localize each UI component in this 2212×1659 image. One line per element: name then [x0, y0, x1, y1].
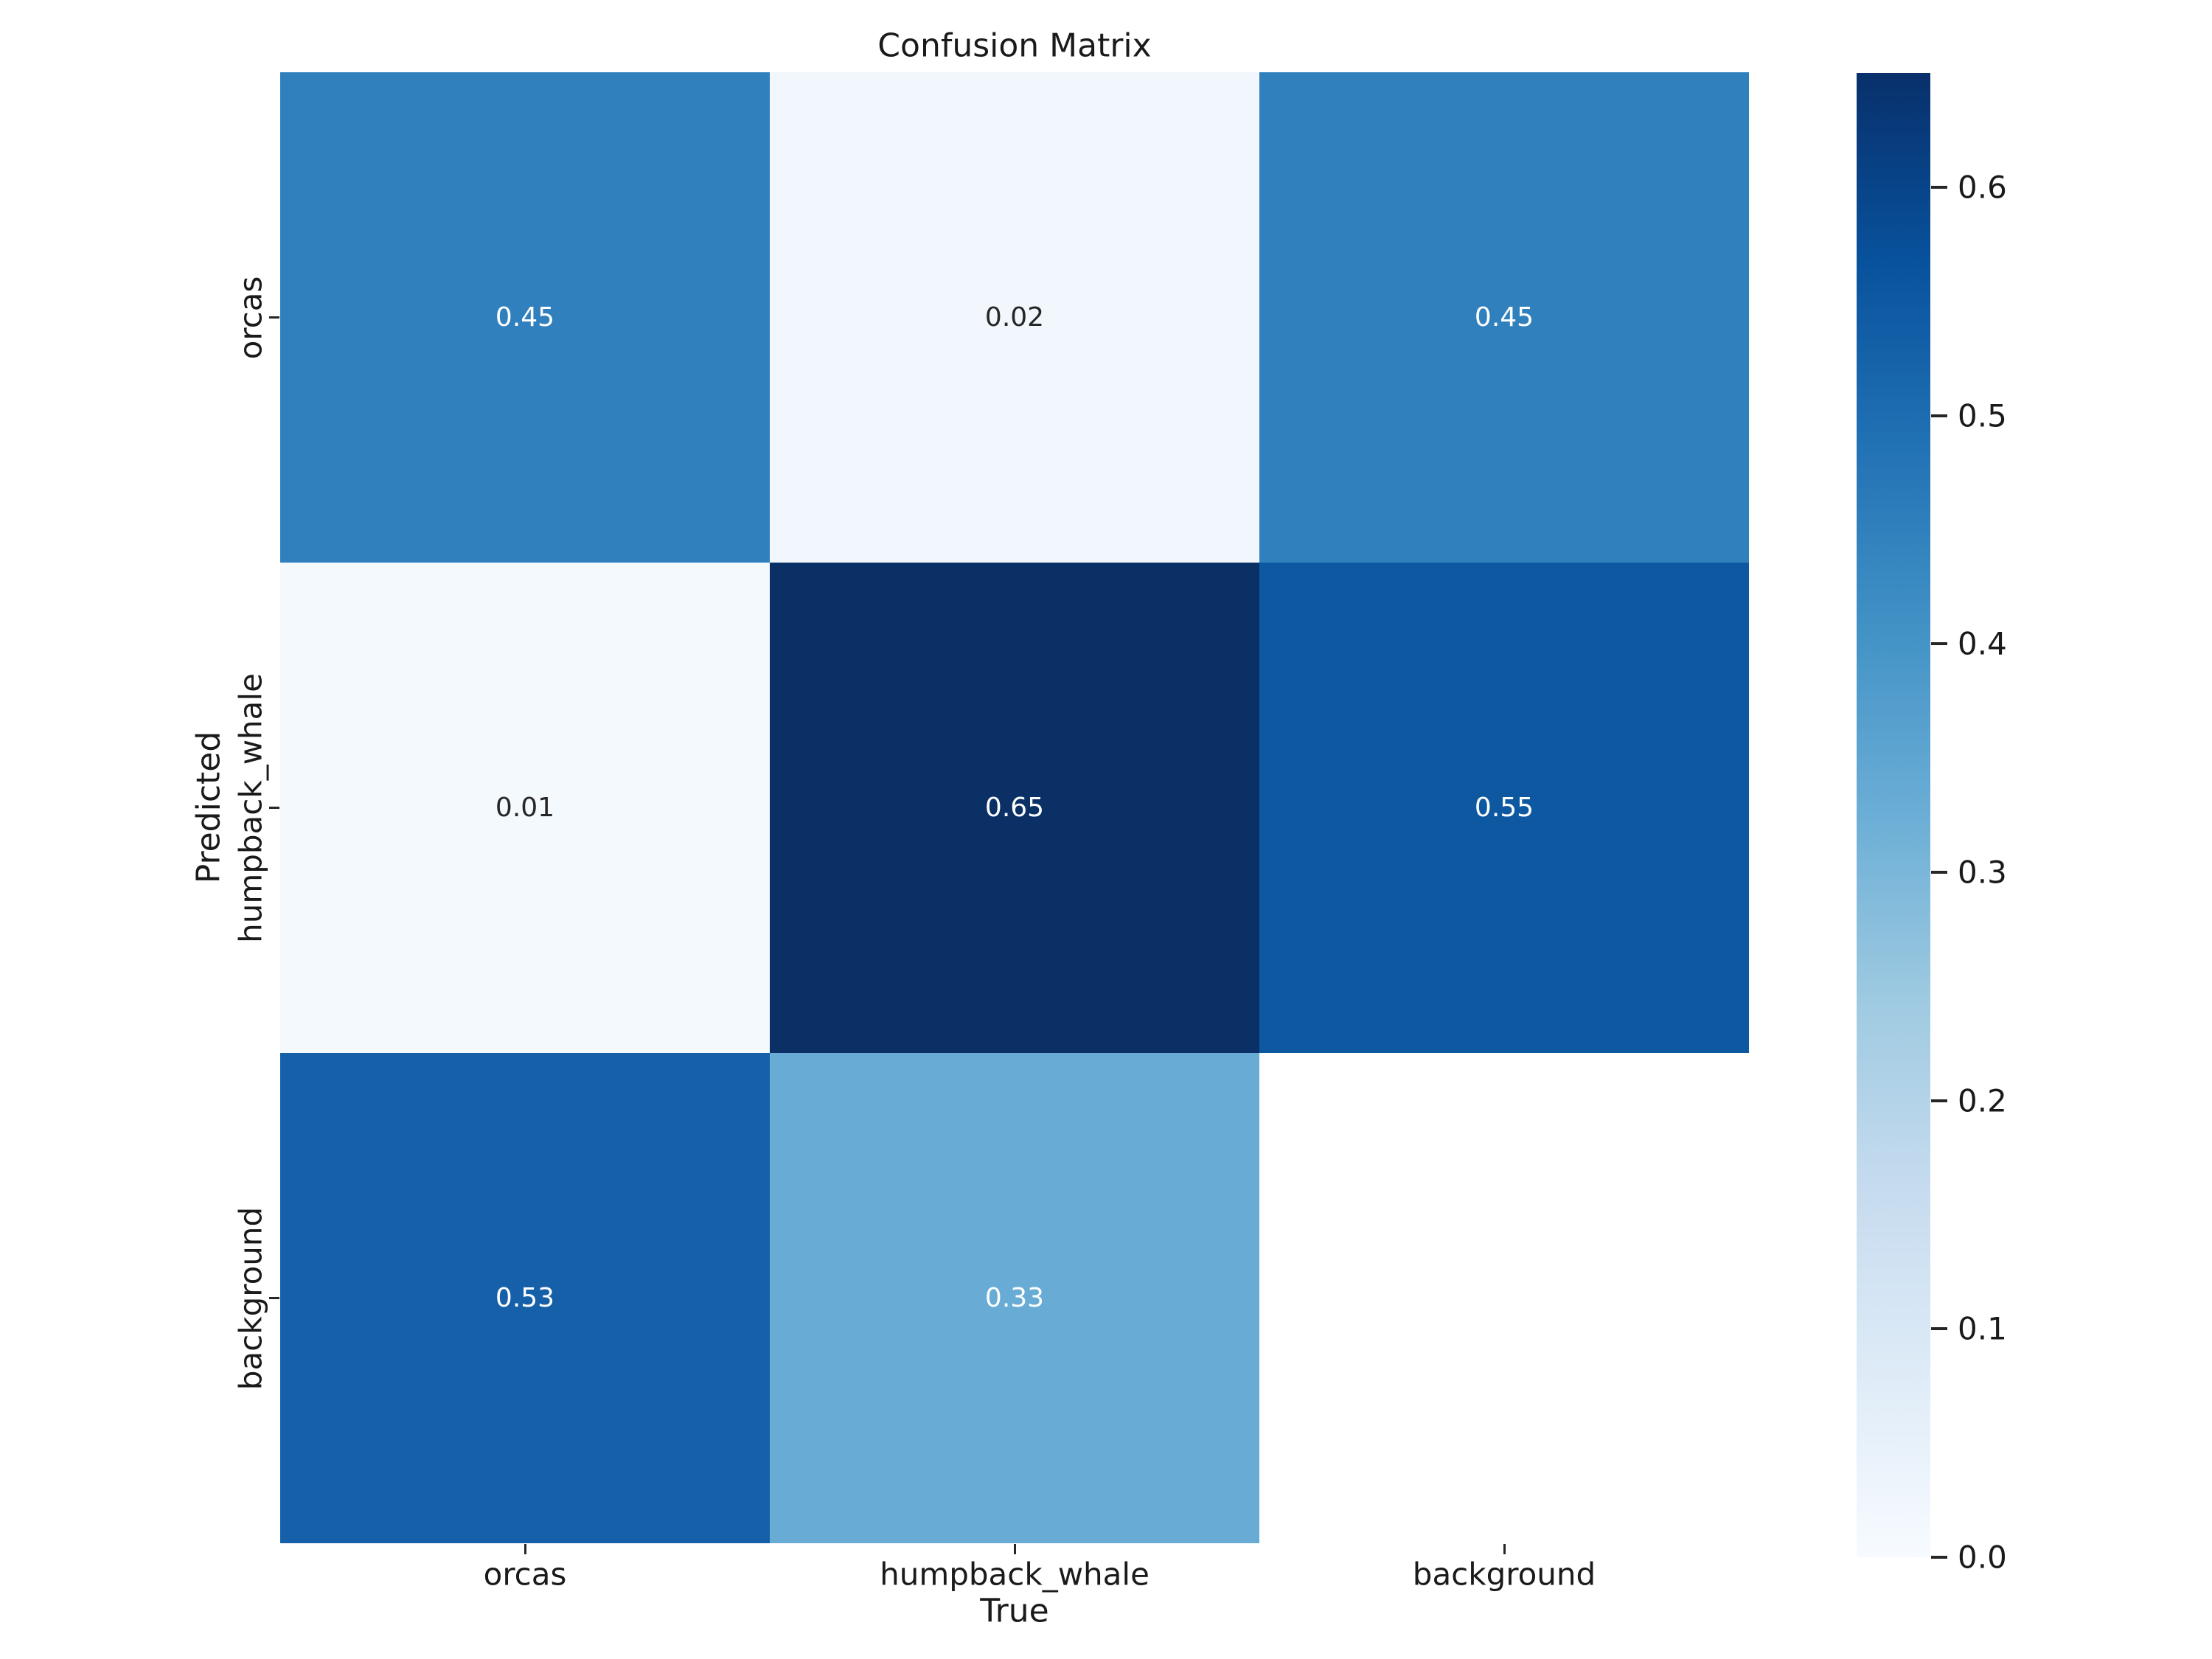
x-axis-label: True	[980, 1592, 1049, 1630]
x-tick-mark	[1013, 1544, 1016, 1554]
colorbar-tick-label-0.3: 0.3	[1958, 854, 2007, 891]
heatmap-cell-r1c1: 0.65	[770, 563, 1259, 1053]
heatmap-cell-r2c0: 0.53	[280, 1053, 770, 1543]
colorbar-tick-label-0.1: 0.1	[1958, 1310, 2007, 1347]
heatmap-cell-r2c2	[1259, 1053, 1749, 1543]
colorbar-tick-mark	[1931, 870, 1947, 874]
colorbar-tick-mark	[1931, 1099, 1947, 1102]
cell-annotation: 0.45	[1474, 302, 1534, 333]
heatmap-grid: 0.45 0.02 0.45 0.01 0.65 0.55 0.53 0.33	[280, 72, 1749, 1543]
colorbar-tick-label-0.2: 0.2	[1958, 1082, 2007, 1119]
cell-annotation: 0.01	[495, 792, 555, 823]
x-tick-mark	[524, 1544, 526, 1554]
y-tick-mark	[269, 807, 279, 809]
cell-annotation: 0.65	[984, 792, 1045, 823]
colorbar-tick-label-0.5: 0.5	[1958, 397, 2007, 434]
y-tick-label-humpback_whale: humpback_whale	[232, 672, 269, 943]
y-tick-mark	[269, 1297, 279, 1299]
chart-title: Confusion Matrix	[877, 27, 1152, 65]
colorbar-tick-label-0.0: 0.0	[1958, 1539, 2007, 1576]
x-tick-label-humpback_whale: humpback_whale	[880, 1556, 1150, 1593]
x-tick-label-orcas: orcas	[483, 1556, 567, 1593]
heatmap-cell-r2c1: 0.33	[770, 1053, 1259, 1543]
heatmap-cell-r0c1: 0.02	[770, 72, 1259, 563]
colorbar-tick-mark	[1931, 1556, 1947, 1559]
heatmap-cell-r0c2: 0.45	[1259, 72, 1749, 563]
cell-annotation: 0.02	[984, 302, 1045, 333]
colorbar-tick-mark	[1931, 1327, 1947, 1331]
colorbar-tick-mark	[1931, 185, 1947, 189]
colorbar-tick-label-0.6: 0.6	[1958, 169, 2007, 206]
heatmap-cell-r0c0: 0.45	[280, 72, 770, 563]
y-tick-mark	[269, 316, 279, 319]
heatmap-cell-r1c0: 0.01	[280, 563, 770, 1053]
cell-annotation: 0.53	[495, 1282, 555, 1313]
heatmap-cell-r1c2: 0.55	[1259, 563, 1749, 1053]
colorbar-tick-label-0.4: 0.4	[1958, 625, 2007, 662]
y-tick-label-orcas: orcas	[232, 276, 269, 359]
y-tick-label-background: background	[232, 1206, 269, 1390]
cell-annotation: 0.45	[495, 302, 555, 333]
colorbar-tick-mark	[1931, 642, 1947, 646]
x-tick-mark	[1503, 1544, 1506, 1554]
x-tick-label-background: background	[1412, 1556, 1596, 1593]
cell-annotation: 0.55	[1474, 792, 1534, 823]
colorbar	[1857, 73, 1930, 1557]
colorbar-tick-mark	[1931, 414, 1947, 417]
y-axis-label: Predicted	[189, 731, 228, 884]
cell-annotation: 0.33	[984, 1282, 1045, 1313]
